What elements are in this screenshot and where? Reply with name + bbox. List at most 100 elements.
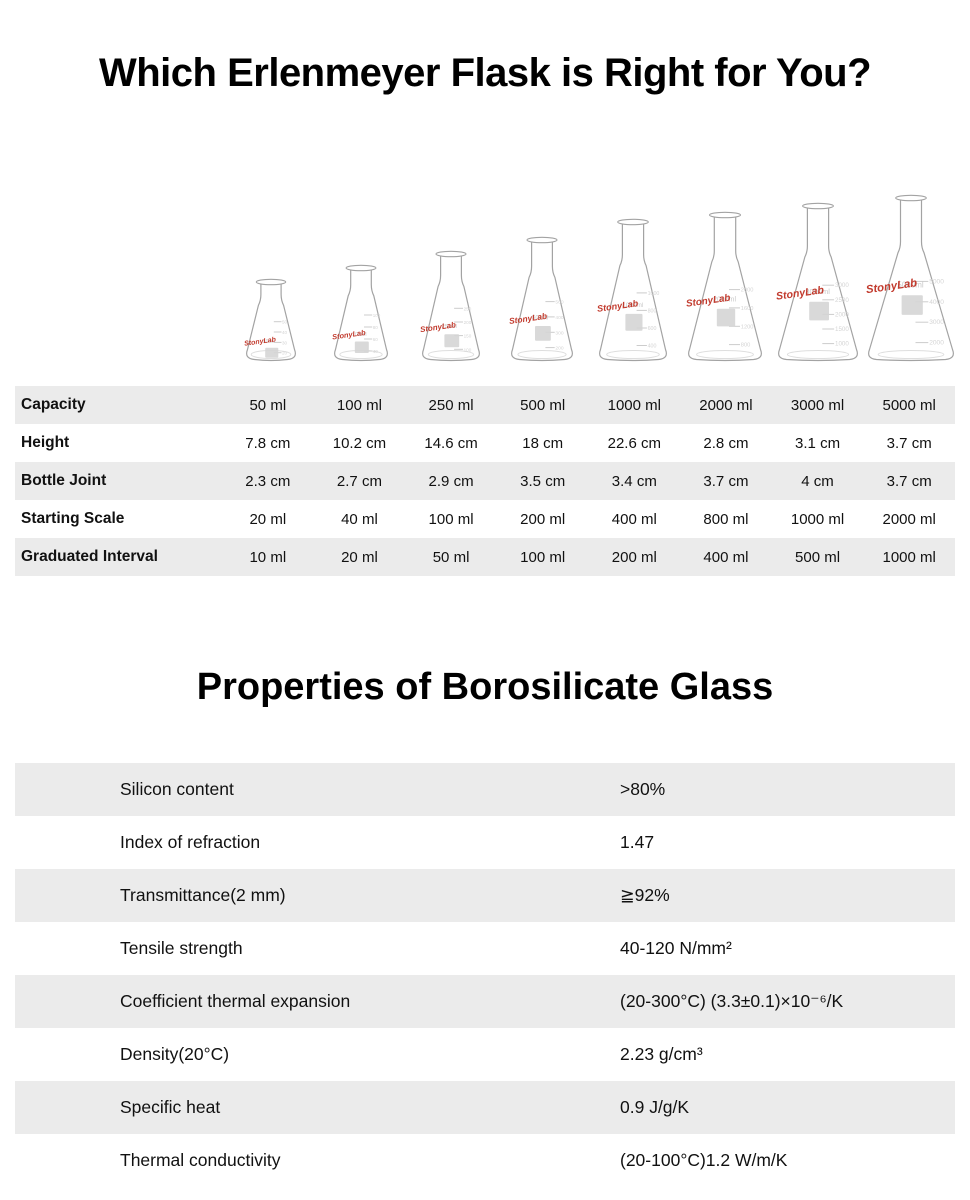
property-row: Silicon content >80% (15, 762, 955, 816)
flask-rim (526, 236, 558, 244)
section-title-properties: Properties of Borosilicate Glass (196, 666, 774, 709)
flask-base-shading (427, 350, 475, 360)
spec-row-label: Graduated Interval (21, 548, 158, 566)
spec-cell: 3.7 cm (703, 472, 749, 490)
spec-cell: 100 ml (520, 548, 566, 566)
property-row: Density(20°C) 2.23 g/cm³ (15, 1028, 955, 1081)
spec-cell: 3.5 cm (520, 472, 566, 490)
svg-text:30: 30 (282, 341, 288, 346)
property-value: (20-100°C)1.2 W/m/K (620, 1149, 788, 1170)
flask-base-shading (606, 350, 660, 360)
flask-brand-text: StonyLab (244, 336, 277, 347)
svg-text:4000: 4000 (929, 299, 944, 306)
property-value: 0.9 J/g/K (620, 1096, 690, 1117)
flask-rim (895, 194, 927, 202)
property-row: Index of refraction 1.47 (15, 816, 955, 869)
property-label: Specific heat (120, 1096, 221, 1117)
spec-cell: 800 ml (703, 510, 749, 528)
flask-base-shading (696, 350, 754, 360)
svg-text:60: 60 (373, 337, 379, 342)
spec-cell: 20 ml (249, 510, 287, 528)
spec-row-height: Height 7.8 cm 10.2 cm 14.6 cm 18 cm 22.6… (15, 424, 955, 462)
flask-body (778, 207, 858, 362)
flask-capacity-text: 2000ml (713, 297, 736, 304)
property-value: (20-300°C) (3.3±0.1)×10⁻⁶/K (620, 990, 844, 1011)
flask-capacity-text: 250ml (442, 324, 457, 330)
flask-capacity-text: 100ml (352, 332, 366, 338)
spec-cell: 2000 ml (882, 510, 936, 528)
property-value: >80% (620, 778, 666, 799)
flask-label-patch (535, 326, 551, 341)
flask-body (422, 255, 480, 362)
svg-text:80: 80 (373, 325, 379, 330)
svg-text:1600: 1600 (741, 306, 754, 312)
property-row: Transmittance(2 mm) ≧92% (15, 868, 955, 922)
spec-cell: 22.6 cm (607, 434, 661, 452)
spec-cell: 1000 ml (882, 548, 936, 566)
flask-rim (435, 250, 467, 258)
property-row: Specific heat 0.9 J/g/K (15, 1080, 955, 1134)
spec-cell: 50 ml (249, 396, 287, 414)
svg-text:3000: 3000 (929, 319, 944, 326)
spec-cell: 3000 ml (790, 396, 845, 414)
svg-text:400: 400 (648, 344, 657, 350)
properties-table: Silicon content >80% Index of refraction… (15, 762, 955, 1187)
flask-rim (802, 202, 834, 210)
property-label: Transmittance(2 mm) (120, 884, 286, 905)
spec-row-starting-scale: Starting Scale 20 ml 40 ml 100 ml 200 ml… (15, 500, 955, 538)
svg-text:100: 100 (373, 313, 381, 318)
spec-row-label: Capacity (21, 396, 86, 414)
spec-cell: 50 ml (432, 548, 470, 566)
flask-rim (255, 278, 287, 286)
spec-cell: 3.7 cm (886, 434, 932, 452)
svg-text:40: 40 (282, 330, 288, 335)
spec-cell: 3.4 cm (611, 472, 657, 490)
spec-cell: 14.6 cm (424, 434, 478, 452)
spec-cell: 7.8 cm (245, 434, 291, 452)
flask-body (688, 216, 762, 362)
flask-capacity-text: 5000ml (897, 281, 923, 290)
flask-body (868, 199, 954, 362)
property-label: Index of refraction (120, 831, 261, 852)
spec-row-label: Bottle Joint (21, 472, 107, 490)
flask-label-patch (444, 334, 460, 348)
flask-base-shading (877, 350, 945, 360)
spec-cell: 2.8 cm (703, 434, 749, 452)
flask-body (334, 269, 388, 362)
spec-cell: 250 ml (428, 396, 474, 414)
svg-text:150: 150 (464, 334, 472, 339)
svg-text:300: 300 (555, 330, 563, 336)
spec-cell: 3.7 cm (886, 472, 932, 490)
spec-cell: 10 ml (249, 548, 287, 566)
svg-text:3000: 3000 (835, 282, 849, 289)
flask-label-patch (716, 308, 736, 327)
spec-row-label: Starting Scale (21, 510, 125, 528)
spec-cell: 4 cm (801, 472, 834, 490)
svg-text:40: 40 (373, 349, 379, 354)
property-value: ≧92% (620, 884, 670, 905)
spec-cell: 200 ml (611, 548, 657, 566)
property-label: Tensile strength (120, 937, 243, 958)
svg-text:800: 800 (741, 343, 751, 349)
svg-text:1000: 1000 (835, 341, 849, 348)
property-label: Silicon content (120, 778, 234, 799)
svg-text:250: 250 (464, 306, 472, 311)
svg-text:2000: 2000 (835, 312, 849, 319)
property-value: 40-120 N/mm² (620, 937, 732, 958)
property-value: 2.23 g/cm³ (620, 1043, 703, 1064)
spec-row-label: Height (21, 434, 70, 452)
flask-graduation-ticks: 5000 4000 3000 2000 (915, 279, 944, 347)
property-row: Thermal conductivity (20-100°C)1.2 W/m/K (15, 1134, 955, 1187)
svg-text:20: 20 (282, 351, 288, 356)
page-title: Which Erlenmeyer Flask is Right for You? (98, 51, 872, 95)
svg-text:100: 100 (464, 347, 472, 352)
spec-row-graduated-interval: Graduated Interval 10 ml 20 ml 50 ml 100… (15, 538, 955, 577)
